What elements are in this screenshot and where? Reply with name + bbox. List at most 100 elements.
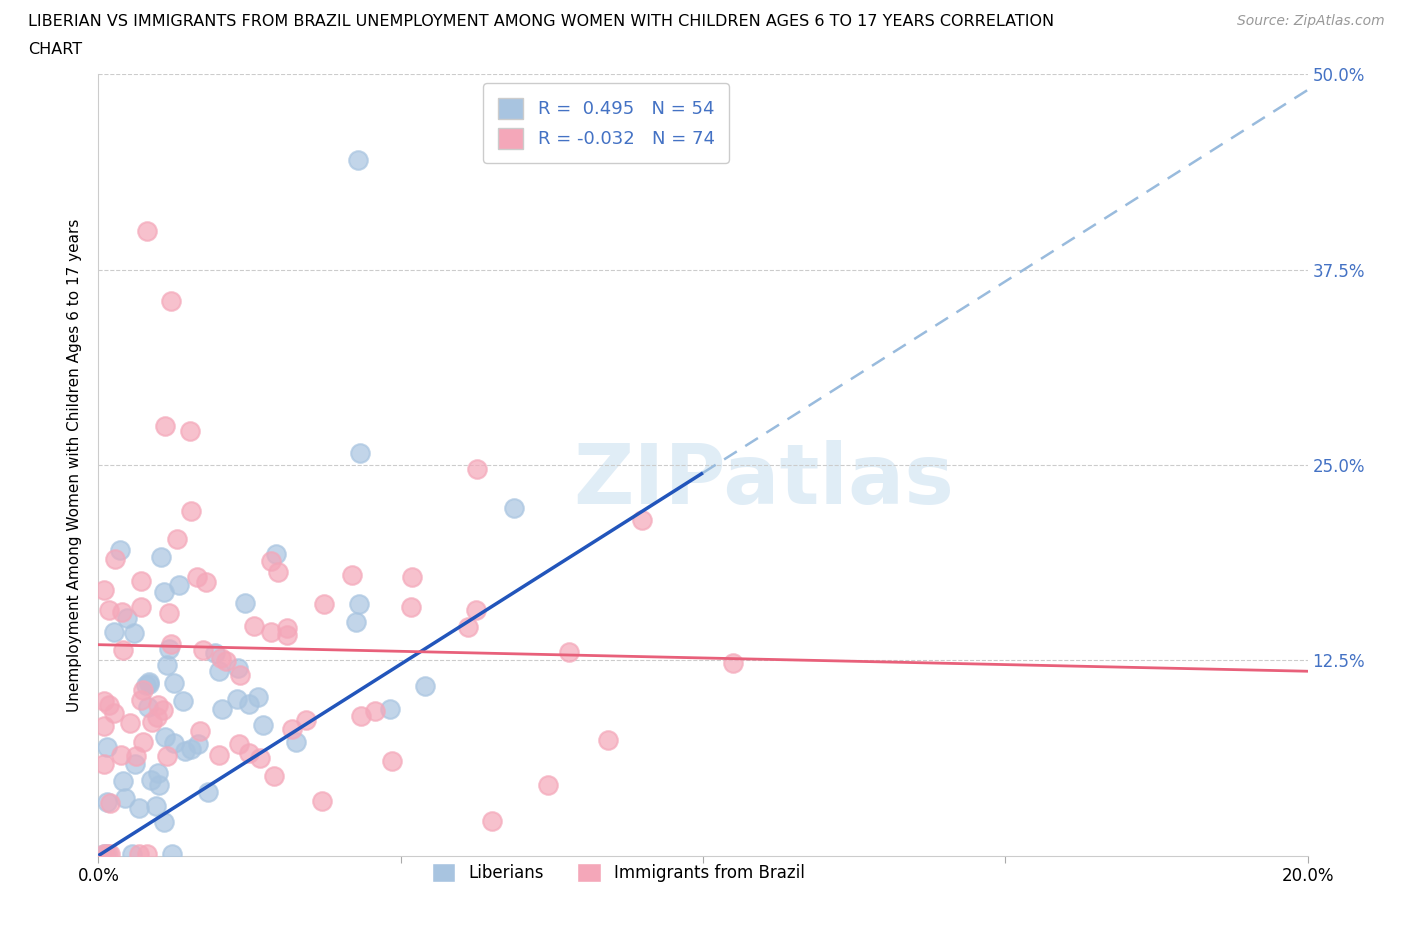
- Point: [156, 658, 179, 672]
- Point: [631, 512, 654, 527]
- Point: [136, 846, 159, 861]
- Point: [263, 768, 285, 783]
- Text: CHART: CHART: [28, 42, 82, 57]
- Point: [276, 621, 298, 636]
- Point: [467, 462, 489, 477]
- Point: [209, 651, 232, 666]
- Point: [276, 628, 298, 643]
- Point: [145, 710, 167, 724]
- Point: [228, 737, 250, 751]
- Point: [598, 732, 620, 747]
- Y-axis label: Unemployment Among Women with Children Ages 6 to 17 years: Unemployment Among Women with Children A…: [67, 219, 83, 711]
- Point: [502, 500, 524, 515]
- Point: [180, 741, 202, 756]
- Point: [150, 550, 173, 565]
- Point: [314, 596, 336, 611]
- Point: [537, 777, 560, 792]
- Point: [252, 717, 274, 732]
- Point: [242, 618, 264, 633]
- Point: [112, 643, 135, 658]
- Point: [211, 702, 233, 717]
- Point: [121, 846, 143, 861]
- Point: [103, 624, 125, 639]
- Point: [145, 798, 167, 813]
- Point: [186, 570, 208, 585]
- Point: [163, 675, 186, 690]
- Point: [260, 624, 283, 639]
- Point: [135, 223, 157, 238]
- Point: [131, 735, 153, 750]
- Point: [413, 678, 436, 693]
- Point: [163, 736, 186, 751]
- Point: [98, 846, 121, 861]
- Point: [129, 692, 152, 707]
- Point: [94, 846, 117, 861]
- Point: [98, 796, 121, 811]
- Point: [721, 656, 744, 671]
- Point: [138, 676, 160, 691]
- Point: [378, 701, 401, 716]
- Point: [122, 625, 145, 640]
- Point: [111, 604, 134, 619]
- Point: [179, 423, 201, 438]
- Point: [128, 846, 150, 861]
- Point: [347, 153, 370, 167]
- Point: [190, 724, 212, 738]
- Point: [259, 553, 281, 568]
- Point: [103, 706, 125, 721]
- Point: [207, 748, 229, 763]
- Point: [98, 698, 121, 712]
- Point: [132, 683, 155, 698]
- Point: [401, 569, 423, 584]
- Point: [93, 757, 115, 772]
- Point: [129, 574, 152, 589]
- Text: ZIPatlas: ZIPatlas: [574, 440, 953, 521]
- Point: [481, 813, 503, 828]
- Point: [197, 784, 219, 799]
- Point: [146, 698, 169, 713]
- Point: [153, 584, 176, 599]
- Point: [155, 730, 177, 745]
- Point: [146, 765, 169, 780]
- Text: LIBERIAN VS IMMIGRANTS FROM BRAZIL UNEMPLOYMENT AMONG WOMEN WITH CHILDREN AGES 6: LIBERIAN VS IMMIGRANTS FROM BRAZIL UNEMP…: [28, 14, 1054, 29]
- Point: [246, 689, 269, 704]
- Point: [141, 714, 163, 729]
- Point: [114, 790, 136, 805]
- Point: [558, 644, 581, 659]
- Point: [281, 722, 304, 737]
- Point: [235, 596, 257, 611]
- Point: [155, 418, 177, 433]
- Point: [204, 645, 226, 660]
- Point: [128, 801, 150, 816]
- Point: [195, 574, 218, 589]
- Point: [153, 814, 176, 829]
- Point: [238, 745, 260, 760]
- Point: [208, 664, 231, 679]
- Point: [157, 605, 180, 620]
- Point: [311, 794, 333, 809]
- Point: [249, 751, 271, 766]
- Point: [93, 718, 115, 733]
- Point: [381, 753, 404, 768]
- Point: [120, 715, 142, 730]
- Point: [180, 503, 202, 518]
- Point: [136, 700, 159, 715]
- Point: [457, 619, 479, 634]
- Point: [148, 777, 170, 792]
- Point: [401, 599, 423, 614]
- Point: [104, 551, 127, 566]
- Point: [191, 643, 214, 658]
- Point: [238, 697, 260, 711]
- Point: [225, 691, 247, 706]
- Point: [350, 709, 373, 724]
- Point: [267, 565, 290, 579]
- Point: [124, 757, 146, 772]
- Point: [97, 603, 120, 618]
- Point: [93, 694, 115, 709]
- Legend: Liberians, Immigrants from Brazil: Liberians, Immigrants from Brazil: [423, 855, 813, 890]
- Text: Source: ZipAtlas.com: Source: ZipAtlas.com: [1237, 14, 1385, 28]
- Point: [160, 846, 183, 861]
- Point: [160, 294, 183, 309]
- Point: [465, 603, 488, 618]
- Point: [93, 582, 115, 597]
